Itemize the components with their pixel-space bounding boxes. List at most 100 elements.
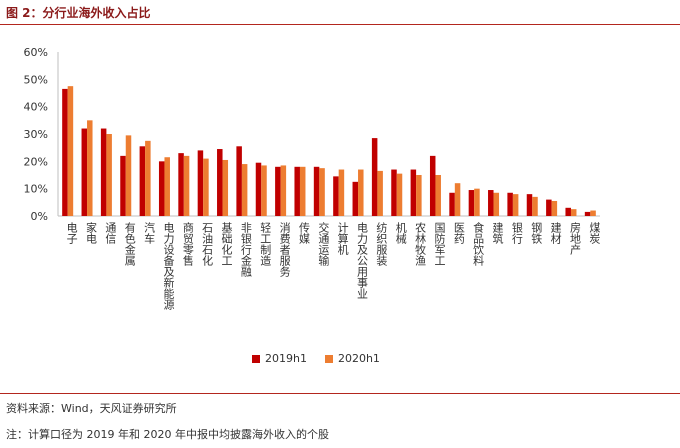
legend-label-2020h1: 2020h1 [337, 352, 380, 365]
legend-item-2020h1: 2020h1 [324, 352, 380, 365]
y-tick-label: 60% [24, 46, 48, 59]
legend-swatch-2019h1 [252, 354, 260, 363]
source-note: 资料来源：Wind，天风证券研究所 [6, 402, 177, 415]
x-category-label: 计算机 [336, 222, 349, 255]
bar-2020h1 [203, 158, 209, 216]
bar-2020h1 [454, 183, 461, 216]
x-category-label: 房地产 [568, 222, 581, 256]
bar-2020h1 [125, 135, 132, 216]
bar-2019h1 [546, 199, 552, 216]
x-category-label: 建材 [549, 221, 562, 244]
x-category-label: 轻工制造 [259, 221, 272, 266]
bar-2019h1 [488, 190, 494, 216]
x-category-label: 交通运输 [317, 221, 330, 267]
bar-2020h1 [338, 169, 345, 216]
x-category-label: 医药 [452, 222, 465, 245]
bar-2020h1 [416, 175, 422, 216]
bar-2020h1 [512, 194, 519, 216]
bar-2019h1 [507, 192, 513, 216]
bar-2019h1 [255, 162, 262, 216]
legend-item-2019h1: 2019h1 [252, 352, 307, 365]
bar-2020h1 [87, 120, 93, 216]
bar-2019h1 [120, 155, 126, 216]
x-category-label: 商贸零售 [181, 221, 194, 267]
x-category-label: 通信 [104, 222, 117, 245]
x-category-label: 建筑 [491, 221, 504, 244]
bar-2019h1 [313, 166, 320, 216]
bar-2020h1 [570, 209, 577, 216]
bar-2020h1 [299, 166, 306, 216]
bar-2019h1 [81, 128, 88, 216]
bar-2019h1 [333, 176, 339, 216]
x-category-label: 消费者服务 [278, 221, 291, 277]
x-category-label: 有色金属 [123, 221, 136, 267]
bar-2019h1 [217, 149, 223, 216]
bar-2019h1 [100, 128, 107, 216]
bar-2020h1 [319, 168, 325, 216]
x-category-label: 汽车 [143, 221, 156, 245]
x-category-label: 家电 [85, 221, 98, 244]
bar-2019h1 [294, 166, 300, 216]
bar-2019h1 [62, 88, 68, 216]
bar-2020h1 [396, 173, 403, 216]
bar-2019h1 [410, 169, 417, 216]
chart-legend: 2019h1 2020h1 [252, 352, 380, 365]
x-category-label: 电力设备及新能源 [162, 222, 175, 311]
footer-divider [0, 393, 680, 394]
y-tick-label: 50% [24, 73, 48, 86]
bar-2019h1 [178, 153, 184, 216]
bar-2020h1 [241, 164, 248, 216]
bar-2019h1 [565, 207, 571, 216]
bar-2019h1 [429, 155, 436, 216]
bar-2019h1 [371, 138, 378, 216]
bar-2020h1 [532, 196, 538, 216]
bar-2020h1 [183, 155, 190, 216]
y-tick-label: 40% [24, 101, 48, 114]
x-category-label: 国防军工 [433, 222, 446, 266]
bar-2019h1 [197, 150, 204, 216]
bar-2019h1 [526, 194, 533, 216]
figure-title: 图 2：分行业海外收入占比 [6, 6, 151, 20]
bar-2020h1 [435, 175, 441, 216]
x-category-label: 钢铁 [530, 222, 543, 244]
legend-swatch-2020h1 [324, 354, 333, 363]
legend-label-2019h1: 2019h1 [265, 352, 307, 365]
bar-2020h1 [551, 200, 558, 216]
x-category-label: 传媒 [297, 222, 310, 245]
bar-2019h1 [391, 169, 397, 216]
y-tick-label: 30% [24, 128, 48, 141]
y-tick-label: 20% [24, 155, 48, 168]
bar-2020h1 [67, 86, 74, 216]
bar-2020h1 [493, 192, 500, 216]
x-category-label: 煤炭 [588, 222, 601, 245]
x-category-label: 电子 [65, 222, 78, 244]
bar-chart: 0% 10% 20% 30% 40% 50% 60% 电子 家电 通信 有色金属 汽车 电力设备及新能源… [0, 26, 680, 366]
x-category-label: 电力及公用事业 [356, 222, 369, 299]
y-tick-label: 10% [24, 183, 48, 196]
bar-2020h1 [377, 170, 383, 216]
bar-2020h1 [145, 140, 151, 216]
x-category-label: 石油石化 [201, 222, 214, 267]
bar-2019h1 [352, 181, 359, 216]
bar-2019h1 [584, 211, 591, 216]
bar-2020h1 [261, 165, 267, 216]
x-category-label: 非银行金融 [239, 222, 252, 278]
bar-2020h1 [358, 169, 364, 216]
bar-2019h1 [236, 146, 242, 216]
x-category-label: 机械 [394, 221, 407, 245]
bar-2019h1 [275, 166, 281, 216]
bar-2020h1 [590, 210, 596, 216]
bar-2020h1 [280, 165, 287, 216]
bar-2019h1 [158, 161, 165, 216]
calculation-note: 注：计算口径为 2019 年和 2020 年中报中均披露海外收入的个股 [6, 428, 329, 441]
x-category-label: 基础化工 [220, 222, 233, 266]
x-category-label: 食品饮料 [472, 221, 485, 267]
bar-2020h1 [222, 159, 229, 216]
y-tick-label: 0% [31, 210, 48, 223]
chart-canvas: 0% 10% 20% 30% 40% 50% 60% 电子 家电 通信 有色金属 汽车 电力设备及新能源… [24, 46, 601, 311]
x-category-label: 银行 [510, 221, 523, 245]
x-category-label: 纺织服装 [375, 221, 388, 267]
bar-2020h1 [106, 134, 112, 216]
bar-2020h1 [164, 157, 170, 216]
title-divider [0, 24, 680, 25]
